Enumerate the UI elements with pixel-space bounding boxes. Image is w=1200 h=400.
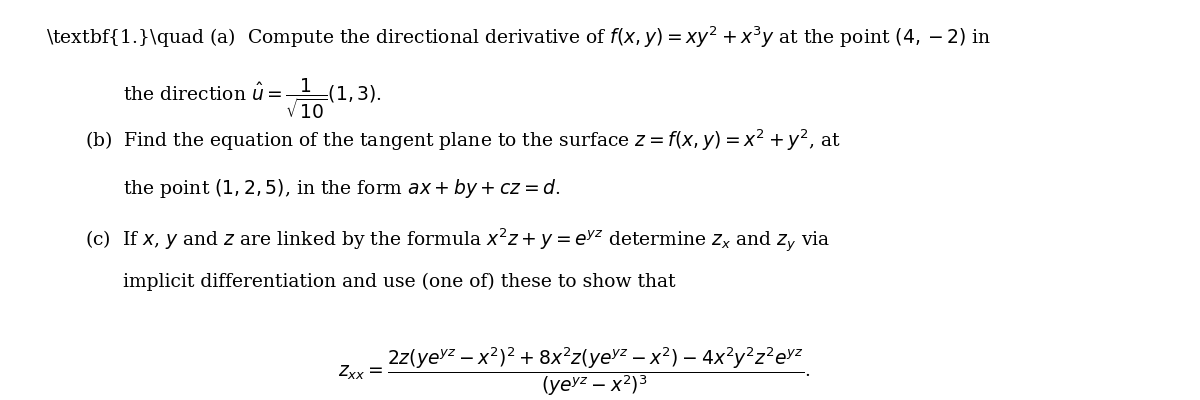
- Text: (b)  Find the equation of the tangent plane to the surface $z = f(x, y) = x^2 + : (b) Find the equation of the tangent pla…: [85, 127, 841, 152]
- Text: implicit differentiation and use (one of) these to show that: implicit differentiation and use (one of…: [122, 273, 676, 292]
- Text: $z_{xx} = \dfrac{2z(ye^{yz} - x^2)^2 + 8x^2z(ye^{yz} - x^2) - 4x^2y^2z^2e^{yz}}{: $z_{xx} = \dfrac{2z(ye^{yz} - x^2)^2 + 8…: [338, 345, 811, 398]
- Text: the direction $\hat{u} = \dfrac{1}{\sqrt{10}}(1, 3)$.: the direction $\hat{u} = \dfrac{1}{\sqrt…: [122, 77, 382, 122]
- Text: \textbf{1.}\quad (a)  Compute the directional derivative of $f(x, y) = xy^2 + x^: \textbf{1.}\quad (a) Compute the directi…: [47, 24, 991, 50]
- Text: (c)  If $x$, $y$ and $z$ are linked by the formula $x^2z + y = e^{yz}$ determine: (c) If $x$, $y$ and $z$ are linked by th…: [85, 226, 830, 254]
- Text: the point $(1, 2, 5)$, in the form $ax + by + cz = d$.: the point $(1, 2, 5)$, in the form $ax +…: [122, 177, 560, 200]
